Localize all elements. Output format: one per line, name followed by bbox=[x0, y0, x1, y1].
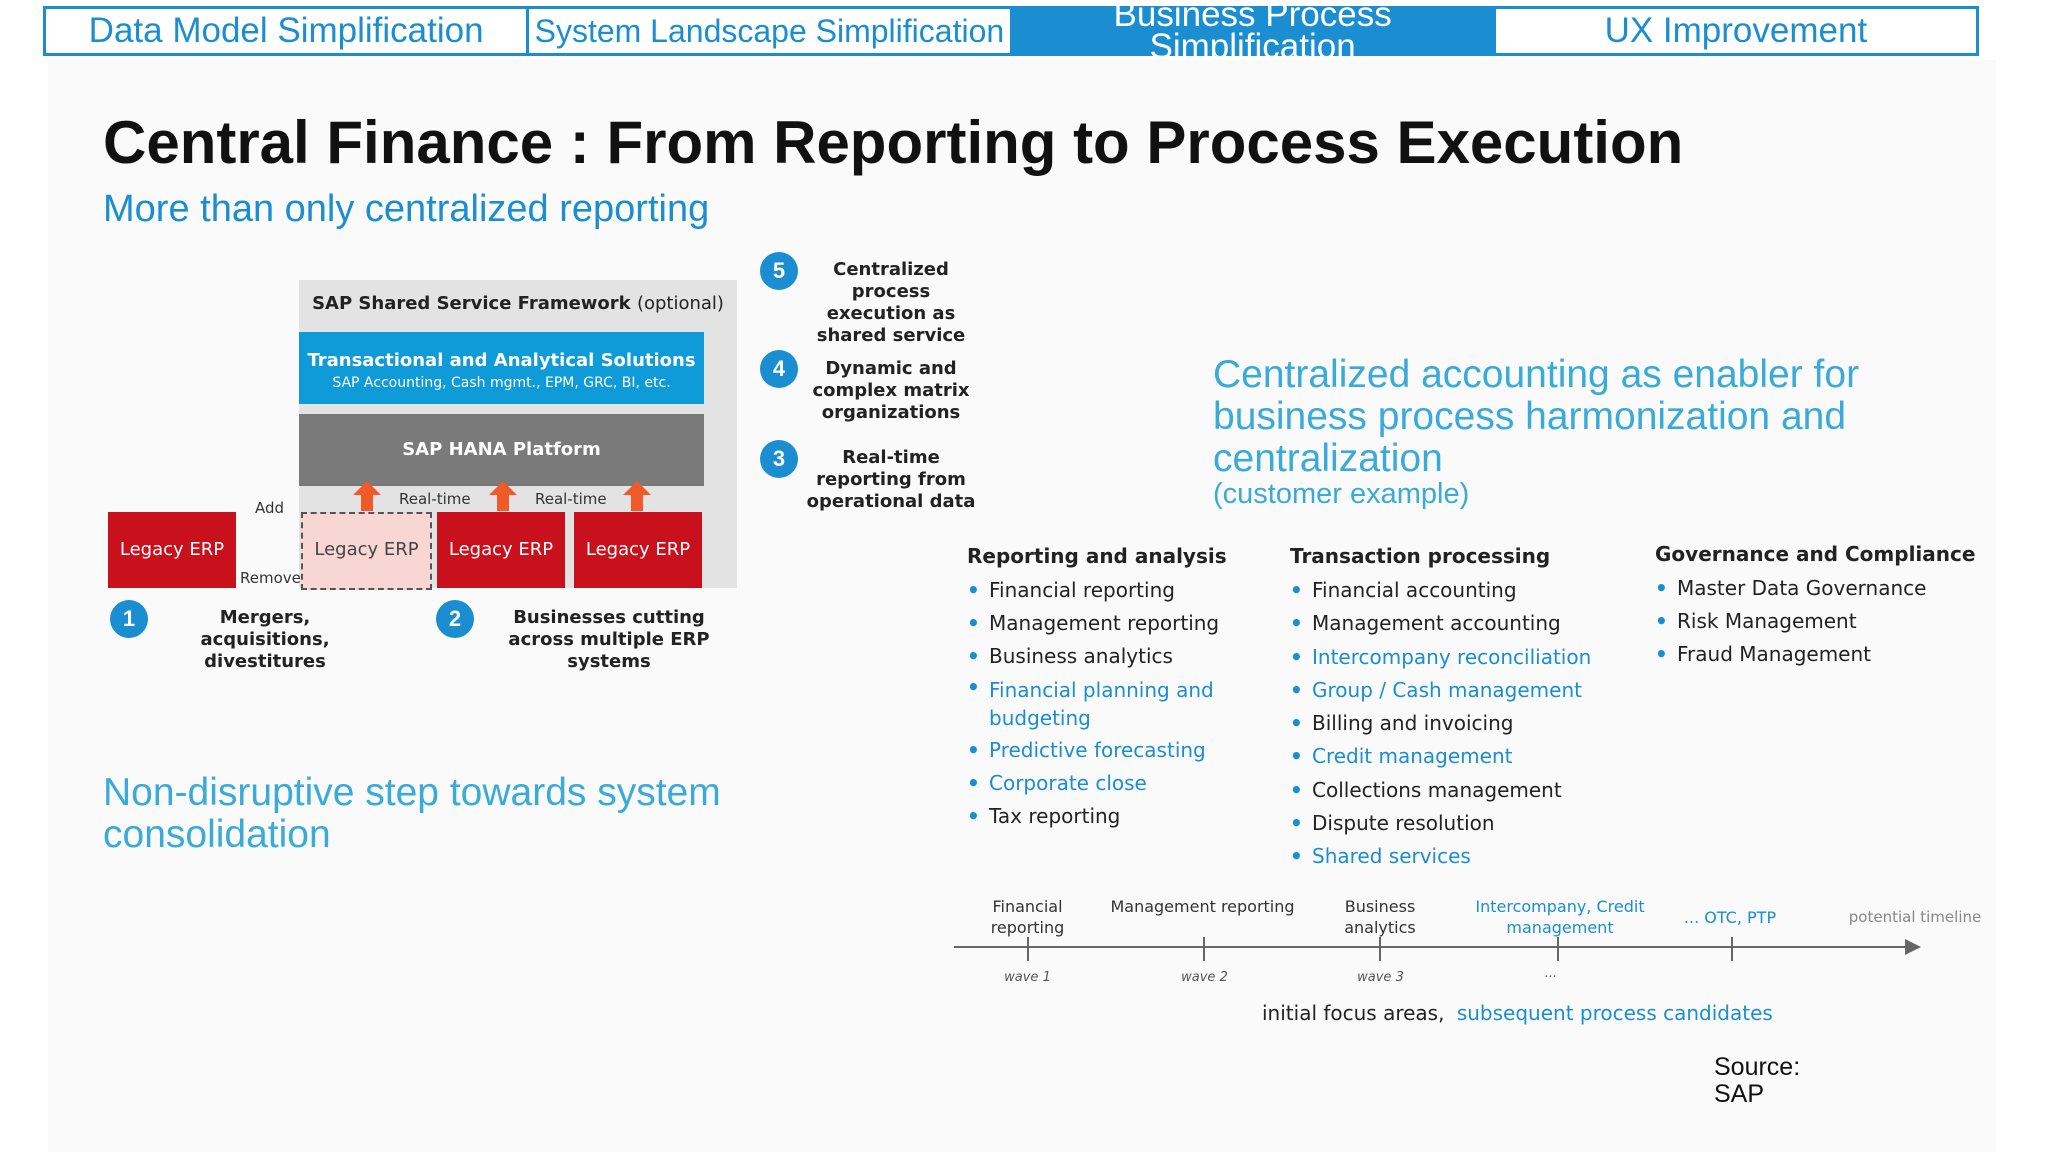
step-3-badge: 3 bbox=[760, 440, 798, 478]
governance-column: Governance and Compliance Master Data Go… bbox=[1655, 542, 1985, 671]
timeline-arrow-icon bbox=[1905, 939, 1921, 955]
timeline-label: Business analytics bbox=[1344, 897, 1416, 937]
list-item: Corporate close bbox=[967, 767, 1267, 800]
legacy-erp-box-optional: Legacy ERP bbox=[301, 512, 432, 590]
page-title: Central Finance : From Reporting to Proc… bbox=[103, 109, 1684, 176]
up-arrow-icon bbox=[623, 481, 651, 511]
list-item: Tax reporting bbox=[967, 800, 1267, 833]
step-4-text: Dynamic and complex matrix organizations bbox=[812, 358, 970, 423]
legacy-erp-box: Legacy ERP bbox=[108, 512, 236, 588]
tab-business-process-simplification[interactable]: Business Process Simplification bbox=[1012, 0, 1496, 64]
hana-platform-box: SAP HANA Platform bbox=[299, 414, 704, 486]
up-arrow-icon bbox=[353, 481, 381, 511]
list-item: Fraud Management bbox=[1655, 638, 1985, 671]
tab-data-model-simplification[interactable]: Data Model Simplification bbox=[46, 9, 530, 53]
centralized-accounting-statement: Centralized accounting as enabler for bu… bbox=[1213, 353, 1860, 480]
non-disruptive-statement: Non-disruptive step towards system conso… bbox=[103, 771, 721, 856]
reporting-column: Reporting and analysis Financial reporti… bbox=[967, 544, 1267, 833]
transactional-solutions-subtitle: SAP Accounting, Cash mgmt., EPM, GRC, BI… bbox=[332, 375, 671, 391]
list-item: Financial accounting bbox=[1290, 574, 1620, 608]
column-heading: Reporting and analysis bbox=[967, 544, 1227, 568]
list-item: Group / Cash management bbox=[1290, 674, 1620, 708]
legacy-erp-box: Legacy ERP bbox=[437, 512, 565, 588]
column-list: Financial reporting Management reporting… bbox=[967, 574, 1267, 833]
add-label: Add bbox=[255, 499, 285, 517]
step-2-badge: 2 bbox=[436, 600, 474, 638]
framework-title: SAP Shared Service Framework (optional) bbox=[299, 293, 737, 314]
step-4-badge: 4 bbox=[760, 350, 798, 388]
list-item: Risk Management bbox=[1655, 605, 1985, 638]
list-item: Management reporting bbox=[967, 607, 1267, 640]
realtime-label-2: Real-time bbox=[535, 490, 607, 508]
remove-label: Remove bbox=[240, 569, 301, 587]
wave-label: ... bbox=[1544, 966, 1558, 981]
step-5-text: Centralized process execution as shared … bbox=[816, 259, 966, 346]
tab-ux-improvement[interactable]: UX Improvement bbox=[1604, 11, 1868, 50]
wave-label: wave 3 bbox=[1357, 970, 1404, 985]
step-3-text: Real-time reporting from operational dat… bbox=[806, 447, 976, 512]
customer-example-note: (customer example) bbox=[1213, 478, 1470, 510]
timeline-label: Management reporting bbox=[1110, 897, 1295, 916]
list-item: Master Data Governance bbox=[1655, 572, 1985, 605]
list-item: Dispute resolution bbox=[1290, 807, 1620, 841]
transaction-column: Transaction processing Financial account… bbox=[1290, 544, 1620, 874]
column-heading: Governance and Compliance bbox=[1655, 542, 1976, 566]
wave-label: wave 1 bbox=[1004, 970, 1051, 985]
column-heading: Transaction processing bbox=[1290, 544, 1551, 568]
list-item: Collections management bbox=[1290, 774, 1620, 808]
transactional-solutions-box: Transactional and Analytical Solutions S… bbox=[299, 332, 704, 404]
realtime-arrows bbox=[353, 481, 651, 511]
framework-title-main: SAP Shared Service Framework bbox=[312, 293, 631, 314]
framework-title-optional: (optional) bbox=[636, 293, 724, 314]
timeline-axis bbox=[954, 937, 1921, 961]
list-item: Predictive forecasting bbox=[967, 734, 1267, 767]
step-5-badge: 5 bbox=[760, 252, 798, 290]
page-subtitle: More than only centralized reporting bbox=[103, 188, 710, 230]
up-arrow-icon bbox=[489, 481, 517, 511]
source-note: Source: SAP bbox=[1714, 1053, 1801, 1108]
step-1-text: Mergers, acquisitions, divestitures bbox=[200, 607, 330, 672]
column-list: Financial accounting Management accounti… bbox=[1290, 574, 1620, 874]
timeline-label: Financial reporting bbox=[990, 897, 1065, 937]
list-item: Shared services bbox=[1290, 840, 1620, 874]
realtime-label-1: Real-time bbox=[399, 490, 471, 508]
wave-label: wave 2 bbox=[1181, 970, 1228, 985]
legend-initial: initial focus areas, bbox=[1262, 1001, 1445, 1025]
step-1-badge: 1 bbox=[110, 600, 148, 638]
list-item: Credit management bbox=[1290, 740, 1620, 774]
timeline-legend: initial focus areas, subsequent process … bbox=[1262, 1001, 1773, 1025]
column-list: Master Data Governance Risk Management F… bbox=[1655, 572, 1985, 671]
list-item: Billing and invoicing bbox=[1290, 707, 1620, 741]
legend-subsequent: subsequent process candidates bbox=[1456, 1001, 1773, 1025]
list-item: Business analytics bbox=[967, 640, 1267, 673]
timeline-end-label: potential timeline bbox=[1848, 908, 1982, 926]
section-tab-bar: Data Model Simplification System Landsca… bbox=[43, 0, 1979, 64]
list-item: Management accounting bbox=[1290, 607, 1620, 641]
tab-system-landscape-simplification[interactable]: System Landscape Simplification bbox=[529, 9, 1013, 53]
legacy-erp-box: Legacy ERP bbox=[574, 512, 702, 588]
timeline-label: Intercompany, Credit management bbox=[1475, 897, 1645, 937]
timeline-label: ... OTC, PTP bbox=[1683, 908, 1777, 927]
list-item: Intercompany reconciliation bbox=[1290, 641, 1620, 675]
step-2-text: Businesses cutting across multiple ERP s… bbox=[508, 607, 710, 672]
list-item: Financial planning and budgeting bbox=[967, 673, 1267, 734]
transactional-solutions-title: Transactional and Analytical Solutions bbox=[307, 350, 696, 371]
list-item: Financial reporting bbox=[967, 574, 1267, 607]
